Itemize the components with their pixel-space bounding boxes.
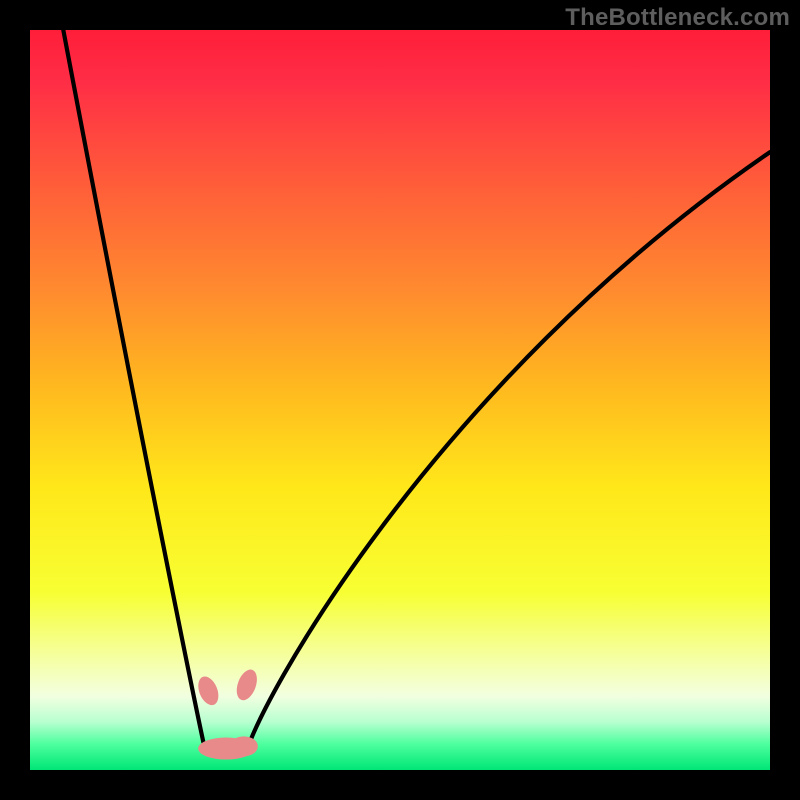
watermark-text: TheBottleneck.com (565, 4, 790, 32)
chart-svg (0, 0, 800, 800)
marker-blob (230, 736, 258, 756)
plot-background (30, 30, 770, 770)
bottleneck-chart: TheBottleneck.com (0, 0, 800, 800)
